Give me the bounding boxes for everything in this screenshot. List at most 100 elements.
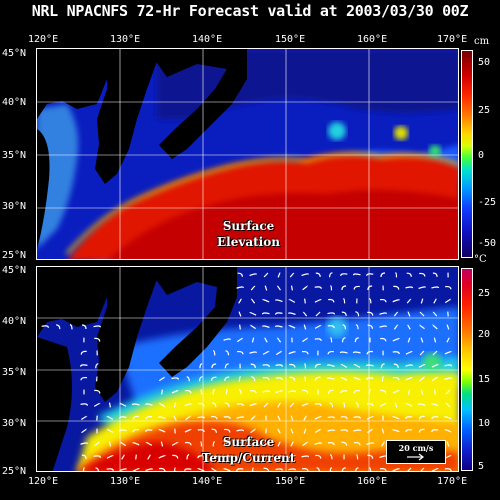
current-vector-arrow	[80, 350, 87, 355]
current-vector-arrow	[329, 272, 333, 278]
current-vector-arrow	[250, 285, 256, 291]
current-vector-arrow	[444, 298, 452, 304]
current-vector-arrow	[262, 299, 270, 303]
current-vector-arrow	[314, 324, 322, 329]
lon-label-bottom-170: 170°E	[437, 476, 468, 487]
current-vector-arrow	[212, 441, 216, 447]
current-vector-arrow	[353, 441, 361, 446]
current-vector-arrow	[224, 428, 231, 433]
current-vector-arrow	[262, 455, 270, 458]
current-vector-arrow	[147, 454, 151, 460]
current-vector-arrow	[395, 272, 398, 278]
current-vector-arrow	[109, 402, 111, 408]
current-vector-arrow	[197, 468, 205, 471]
current-vector-arrow	[263, 441, 270, 447]
current-vector-arrow	[81, 324, 87, 330]
current-vector-arrow	[405, 429, 413, 433]
current-vector-arrow	[237, 272, 243, 277]
current-vector-arrow	[185, 415, 192, 421]
current-vector-arrow	[302, 337, 309, 343]
current-vector-arrow	[407, 324, 411, 330]
current-vector-arrow	[174, 467, 176, 471]
current-vector-arrow	[288, 351, 296, 355]
current-vector-arrow	[249, 351, 258, 354]
current-vector-arrow	[197, 455, 205, 459]
lon-label-bottom-160: 160°E	[357, 476, 388, 487]
current-vector-arrow	[288, 390, 297, 393]
current-vector-arrow	[431, 286, 440, 289]
current-vector-arrow	[236, 429, 245, 432]
current-vector-arrow	[392, 468, 400, 471]
current-vector-arrow	[445, 402, 451, 408]
elevation-colorbar	[461, 50, 473, 258]
current-vector-arrow	[314, 428, 322, 434]
current-vector-arrow	[327, 325, 335, 329]
current-vector-arrow	[326, 364, 335, 367]
current-vector-arrow	[288, 455, 296, 459]
current-vector-arrow	[379, 468, 387, 471]
current-vector-arrow	[250, 363, 256, 368]
current-vector-arrow	[407, 467, 412, 471]
current-vector-arrow	[290, 428, 294, 434]
current-vector-arrow	[135, 454, 137, 460]
current-vector-arrow	[145, 429, 153, 432]
current-vector-arrow	[353, 285, 360, 290]
current-vector-arrow	[392, 351, 400, 355]
current-vector-arrow	[392, 390, 400, 394]
current-vector-arrow	[80, 442, 89, 445]
current-vector-arrow	[432, 272, 438, 277]
current-vector-arrow	[161, 389, 163, 395]
current-vector-arrow	[315, 454, 322, 459]
current-vector-arrow	[327, 429, 336, 432]
current-vector-arrow	[132, 442, 140, 446]
current-vector-arrow	[445, 389, 451, 395]
current-vector-arrow	[236, 337, 244, 343]
current-vector-arrow	[197, 429, 205, 433]
reference-vector-label: 20 cm/s	[398, 443, 434, 453]
current-vector-arrow	[288, 298, 296, 303]
current-vector-arrow	[366, 377, 374, 380]
current-vector-arrow	[237, 454, 242, 460]
reference-vector-box: 20 cm/s	[386, 440, 446, 464]
current-vector-arrow	[379, 402, 387, 407]
current-vector-arrow	[431, 403, 439, 407]
current-vector-arrow	[277, 415, 281, 421]
current-vector-arrow	[223, 416, 231, 420]
current-vector-arrow	[160, 441, 164, 447]
current-vector-arrow	[223, 468, 231, 471]
current-vector-arrow	[56, 324, 61, 330]
current-vector-arrow	[381, 376, 384, 382]
current-vector-arrow	[106, 468, 114, 471]
lon-label-top-140: 140°E	[192, 34, 223, 45]
current-vector-arrow	[369, 467, 372, 471]
current-vector-arrow	[80, 376, 88, 381]
current-vector-arrow	[236, 286, 245, 289]
current-vector-arrow	[239, 324, 241, 330]
current-vector-arrow	[158, 455, 166, 459]
current-vector-arrow	[210, 376, 217, 381]
current-vector-arrow	[106, 428, 114, 433]
current-vector-arrow	[368, 298, 372, 304]
current-vector-arrow	[121, 454, 125, 460]
current-vector-arrow	[173, 402, 177, 408]
current-vector-arrow	[330, 285, 333, 291]
current-vector-arrow	[252, 467, 254, 471]
current-vector-arrow	[431, 364, 439, 368]
current-vector-arrow	[444, 377, 453, 380]
current-vector-arrow	[184, 429, 192, 433]
current-vector-arrow	[199, 363, 203, 369]
current-vector-arrow	[407, 311, 411, 317]
current-vector-arrow	[355, 467, 359, 471]
current-vector-arrow	[250, 298, 256, 304]
current-vector-arrow	[291, 285, 293, 291]
current-vector-arrow	[431, 468, 439, 471]
current-vector-arrow	[289, 272, 295, 278]
lon-label-top-130: 130°E	[110, 34, 141, 45]
current-vector-arrow	[392, 299, 400, 303]
surface-temp-current-map: Surface Temp/Current	[36, 266, 459, 472]
current-vector-arrow	[249, 442, 258, 445]
current-vector-arrow	[420, 298, 424, 304]
current-vector-arrow	[262, 376, 270, 381]
current-vector-arrow	[184, 441, 192, 446]
current-vector-arrow	[289, 376, 296, 381]
